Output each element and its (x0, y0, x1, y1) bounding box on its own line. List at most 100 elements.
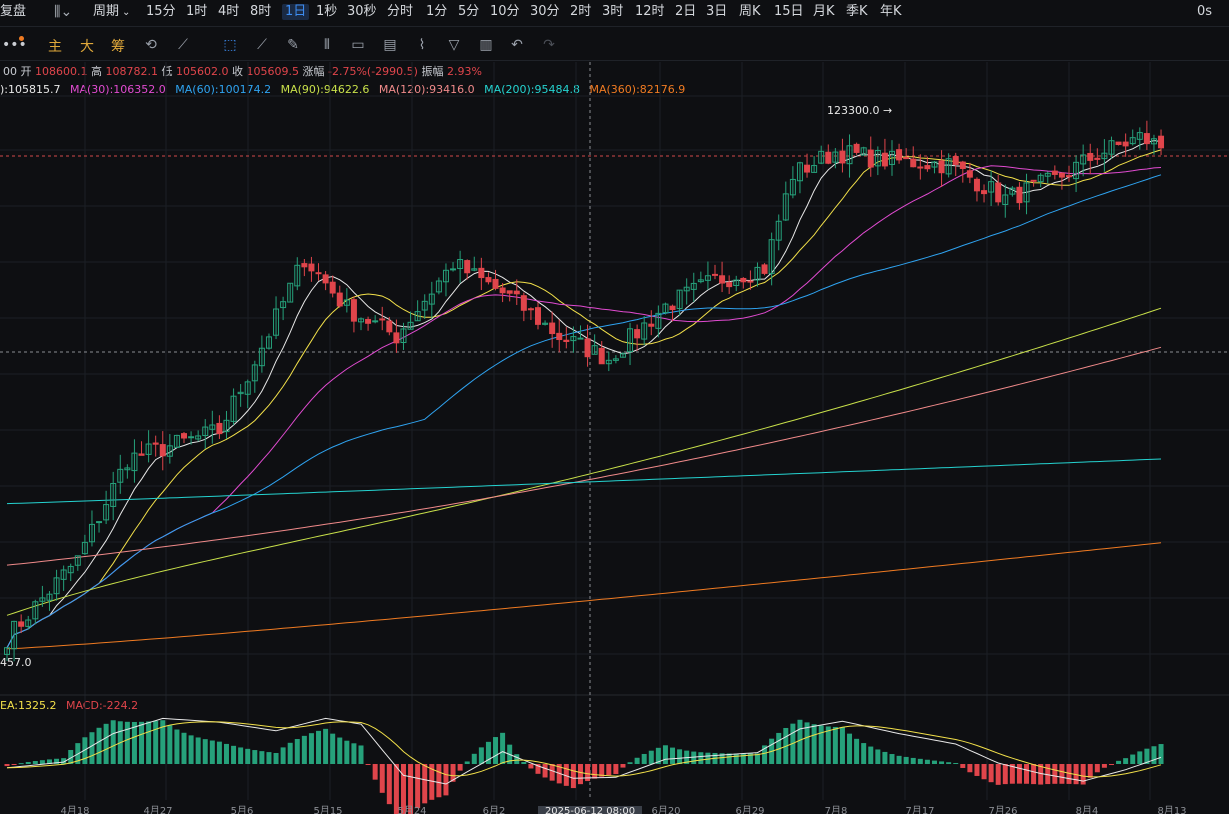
candle-up (435, 280, 442, 293)
candle-up (209, 424, 216, 430)
macd-bar-up (811, 724, 817, 764)
brush-icon[interactable]: ⌇ (418, 37, 426, 53)
candle-down (506, 290, 513, 294)
interval-15m[interactable]: 15分 (146, 4, 176, 19)
interval-quarter[interactable]: 季K (846, 4, 868, 19)
interval-5m[interactable]: 5分 (458, 4, 480, 19)
candle-up (251, 364, 258, 382)
candle-up (542, 322, 549, 325)
macd-bar-up (96, 727, 102, 764)
macd-bar-down (436, 764, 442, 798)
candle-down (584, 338, 591, 358)
interval-2h[interactable]: 2时 (570, 4, 592, 19)
x-tick-label: 5月6 (231, 805, 254, 814)
ma-line-ma200 (6, 458, 1162, 505)
interval-3h[interactable]: 3时 (602, 4, 624, 19)
open-value: 108600.1 (35, 65, 88, 78)
note-icon[interactable]: ▤ (383, 37, 397, 53)
macd-value-legend: MACD:-224.2 (65, 699, 139, 712)
candle-down (1158, 135, 1165, 149)
candle-up (53, 577, 60, 595)
interval-1d[interactable]: 1日 (282, 4, 310, 20)
candle-down (464, 260, 471, 274)
candle-down (719, 275, 726, 284)
macd-bar-down (443, 764, 449, 796)
ruler-icon[interactable]: ⟋ (257, 37, 267, 53)
candle-icon[interactable]: ⫴ (324, 37, 330, 53)
ohlc-prefix: 00 (3, 65, 17, 78)
big-order-button[interactable]: 大 (80, 39, 94, 55)
interval-12h[interactable]: 12时 (635, 4, 665, 19)
candle-up (591, 345, 598, 355)
macd-bar-up (323, 728, 329, 764)
candle-down (1030, 179, 1037, 182)
interval-30s[interactable]: 30秒 (347, 4, 377, 19)
candle-up (145, 443, 152, 455)
interval-3d[interactable]: 3日 (706, 4, 728, 19)
interval-year[interactable]: 年K (880, 4, 902, 19)
interval-1m[interactable]: 1分 (426, 4, 448, 19)
candle-up (74, 555, 81, 566)
open-label: 开 (20, 65, 32, 78)
macd-bar-up (110, 720, 116, 764)
macd-bar-up (747, 753, 753, 764)
low-value: 105602.0 (176, 65, 229, 78)
macd-legend: EA:1325.2 MACD:-224.2 (0, 699, 138, 713)
interval-timeshare[interactable]: 分时 (387, 4, 414, 19)
interval-2d[interactable]: 2日 (675, 4, 697, 19)
candle-down (853, 143, 860, 153)
ohlc-readout: 00 开 108600.1 高 108782.1 低 105602.0 收 10… (3, 65, 482, 79)
interval-1w[interactable]: 周K (739, 4, 761, 19)
macd-bar-up (691, 751, 697, 764)
macd-bar-up (117, 721, 123, 764)
trash-icon[interactable]: ▥ (479, 37, 493, 53)
undo-icon[interactable]: ↶ (511, 37, 523, 53)
macd-bar-up (75, 743, 81, 764)
candle-down (1058, 172, 1065, 178)
candle-up (768, 239, 775, 275)
candle-down (336, 292, 343, 307)
candle-down (329, 281, 336, 294)
period-dropdown[interactable]: 周期 ⌄ (93, 4, 130, 21)
draw-line-icon[interactable]: ⟋ (178, 37, 188, 53)
restore-button[interactable]: 复盘 (0, 4, 27, 19)
interval-15d[interactable]: 15日 (774, 4, 804, 19)
interval-4h[interactable]: 4时 (218, 4, 240, 19)
low-price-marker: 457.0 (0, 656, 32, 669)
candle-up (188, 436, 195, 439)
macd-bar-up (252, 750, 258, 764)
candle-down (379, 318, 386, 321)
candle-down (393, 332, 400, 344)
candle-down (761, 264, 768, 274)
filter-icon[interactable]: ▽ (448, 37, 460, 53)
macd-bar-up (790, 723, 796, 764)
macd-bar-up (832, 726, 838, 764)
chip-distribution-button[interactable]: 筹 (111, 39, 125, 55)
candle-type-icon[interactable]: ⫼⌄ (54, 4, 73, 20)
magnet-icon[interactable]: ⟲ (145, 37, 157, 53)
macd-bar-up (783, 727, 789, 764)
main-indicator-button[interactable]: 主 (48, 39, 62, 55)
macd-bar-down (981, 764, 987, 780)
more-icon[interactable]: ••• (2, 37, 27, 53)
candle-up (811, 165, 818, 173)
dea-line (6, 721, 1162, 778)
x-tick-label: 5月24 (397, 805, 426, 814)
macd-bar-down (592, 764, 598, 779)
macd-bar-down (386, 764, 392, 805)
interval-8h[interactable]: 8时 (250, 4, 272, 19)
candle-up (577, 337, 584, 340)
interval-1h[interactable]: 1时 (186, 4, 208, 19)
clipboard-icon[interactable]: ▭ (351, 37, 365, 53)
interval-10m[interactable]: 10分 (490, 4, 520, 19)
macd-bar-up (358, 745, 364, 764)
redo-icon[interactable]: ↷ (543, 37, 555, 53)
pen-icon[interactable]: ✎ (287, 37, 299, 53)
interval-1month[interactable]: 月K (813, 4, 835, 19)
interval-1s[interactable]: 1秒 (316, 4, 338, 19)
interval-30m[interactable]: 30分 (530, 4, 560, 19)
macd-bar-down (1024, 764, 1030, 784)
x-tick-label: 7月8 (825, 805, 848, 814)
cursor-icon[interactable]: ⬚ (223, 37, 237, 53)
